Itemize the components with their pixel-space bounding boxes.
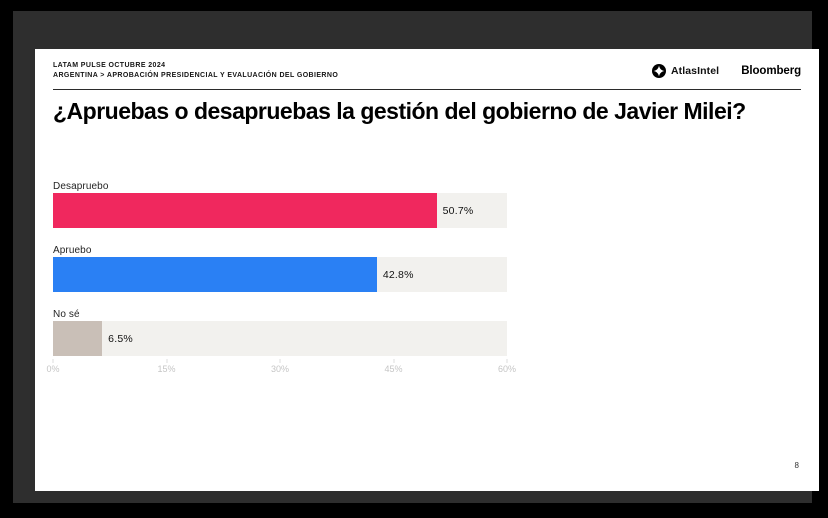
kicker-line1: LATAM PULSE OCTUBRE 2024: [53, 62, 166, 69]
axis-tick-label: 30%: [270, 364, 290, 374]
bar-track: 50.7%: [53, 193, 507, 228]
axis-tick-label: 60%: [497, 364, 517, 374]
chart-row: Apruebo 42.8%: [53, 244, 507, 292]
bar-value-label: 50.7%: [442, 204, 474, 217]
axis-tick-label: 15%: [157, 364, 176, 374]
bar-track: 6.5%: [53, 321, 507, 356]
slide-stage: LATAM PULSE OCTUBRE 2024 ARGENTINA > APR…: [13, 11, 819, 503]
bar-fill: [53, 193, 437, 228]
bloomberg-logo-text: Bloomberg: [741, 65, 801, 77]
bar-value-label: 6.5%: [108, 332, 133, 345]
bar-category-label: No sé: [53, 309, 80, 320]
page-number: 8: [794, 461, 799, 470]
slide-title: ¿Apruebas o desapruebas la gestión del g…: [53, 98, 746, 124]
slide-kicker: LATAM PULSE OCTUBRE 2024 ARGENTINA > APR…: [53, 61, 338, 81]
bar-chart: Desapruebo 50.7% Apruebo 42.8% No sé 6.5%: [53, 180, 507, 372]
axis-tick-mark: [506, 359, 508, 363]
bar-fill: [53, 257, 377, 292]
chart-row: No sé 6.5%: [53, 308, 507, 356]
bar-value-label: 42.8%: [382, 268, 414, 281]
bar-track: 42.8%: [53, 257, 507, 292]
atlasintel-star-icon: [651, 64, 666, 78]
atlasintel-logo: AtlasIntel: [651, 64, 720, 78]
bar-category-label: Desapruebo: [53, 181, 109, 192]
logo-bar: AtlasIntel Bloomberg: [651, 63, 801, 79]
header-divider: [53, 89, 801, 90]
axis-tick-label: 45%: [384, 364, 403, 374]
axis-tick-mark: [279, 359, 281, 363]
axis-tick-mark: [52, 359, 54, 363]
atlasintel-logo-text: AtlasIntel: [670, 65, 720, 77]
x-axis: 0% 15% 30% 45% 60%: [46, 359, 516, 375]
bar-category-label: Apruebo: [53, 245, 92, 256]
axis-tick-mark: [393, 359, 394, 363]
axis-tick-label: 0%: [46, 364, 60, 374]
kicker-line2: ARGENTINA > APROBACIÓN PRESIDENCIAL Y EV…: [53, 72, 339, 79]
slide: LATAM PULSE OCTUBRE 2024 ARGENTINA > APR…: [35, 49, 819, 491]
chart-row: Desapruebo 50.7%: [53, 180, 507, 228]
bar-fill: [53, 321, 103, 356]
axis-tick-mark: [166, 359, 167, 363]
